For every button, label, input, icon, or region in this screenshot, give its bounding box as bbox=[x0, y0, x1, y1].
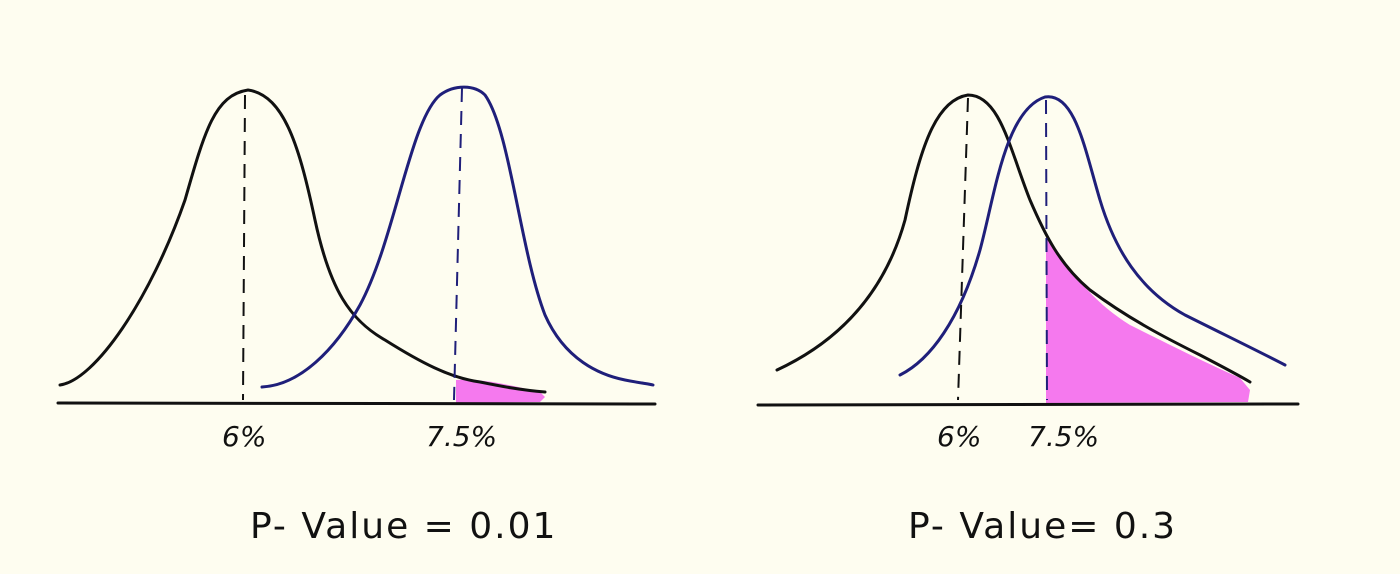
left-alt-mean-line bbox=[453, 87, 463, 401]
panel-right: 6% 7.5% P- Value= 0.3 bbox=[756, 93, 1300, 547]
left-x-axis bbox=[56, 401, 657, 406]
right-alt-curve bbox=[898, 95, 1287, 377]
left-shaded-tail bbox=[456, 379, 545, 403]
left-null-curve bbox=[58, 88, 547, 394]
right-alt-mean-label: 7.5% bbox=[1028, 420, 1099, 453]
right-shaded-tail bbox=[1046, 236, 1250, 403]
left-null-mean-label: 6% bbox=[222, 420, 266, 453]
left-alt-curve bbox=[260, 85, 655, 389]
right-null-mean-label: 6% bbox=[937, 420, 981, 453]
right-x-axis bbox=[756, 402, 1300, 407]
right-alt-mean-line bbox=[1045, 99, 1048, 401]
right-p-value-caption: P- Value= 0.3 bbox=[908, 506, 1177, 547]
left-p-value-caption: P- Value = 0.01 bbox=[250, 506, 557, 547]
left-alt-mean-label: 7.5% bbox=[426, 420, 497, 453]
panel-left: 6% 7.5% P- Value = 0.01 bbox=[56, 85, 657, 547]
right-null-mean-line bbox=[957, 97, 969, 401]
right-null-curve bbox=[775, 93, 1252, 384]
left-null-mean-line bbox=[242, 94, 246, 401]
